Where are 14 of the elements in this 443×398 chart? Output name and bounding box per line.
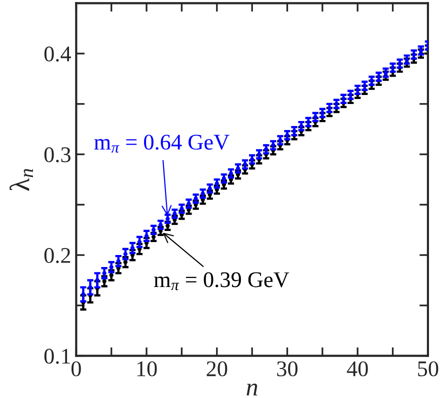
x-tick-label: 40 [346,361,368,376]
x-axis-title: n [246,384,258,396]
x-tick-label: 50 [418,361,438,376]
y-axis-title: λ$_{n}$ [10,168,33,191]
x-tick-label: 0 [71,361,81,376]
x-tick-label: 30 [277,361,298,376]
annotation: m$_{π}$ = 0.39 GeV [154,272,290,290]
y-tick-label: 0.1 [44,348,70,364]
y-tick-label: 0.2 [44,248,70,264]
y-tick-label: 0.3 [44,147,70,162]
x-tick-label: 10 [137,361,157,376]
x-tick-label: 20 [206,361,228,376]
y-tick-label: 0.4 [44,46,71,62]
annotation: m$_{π}$ = 0.64 GeV [94,134,230,153]
